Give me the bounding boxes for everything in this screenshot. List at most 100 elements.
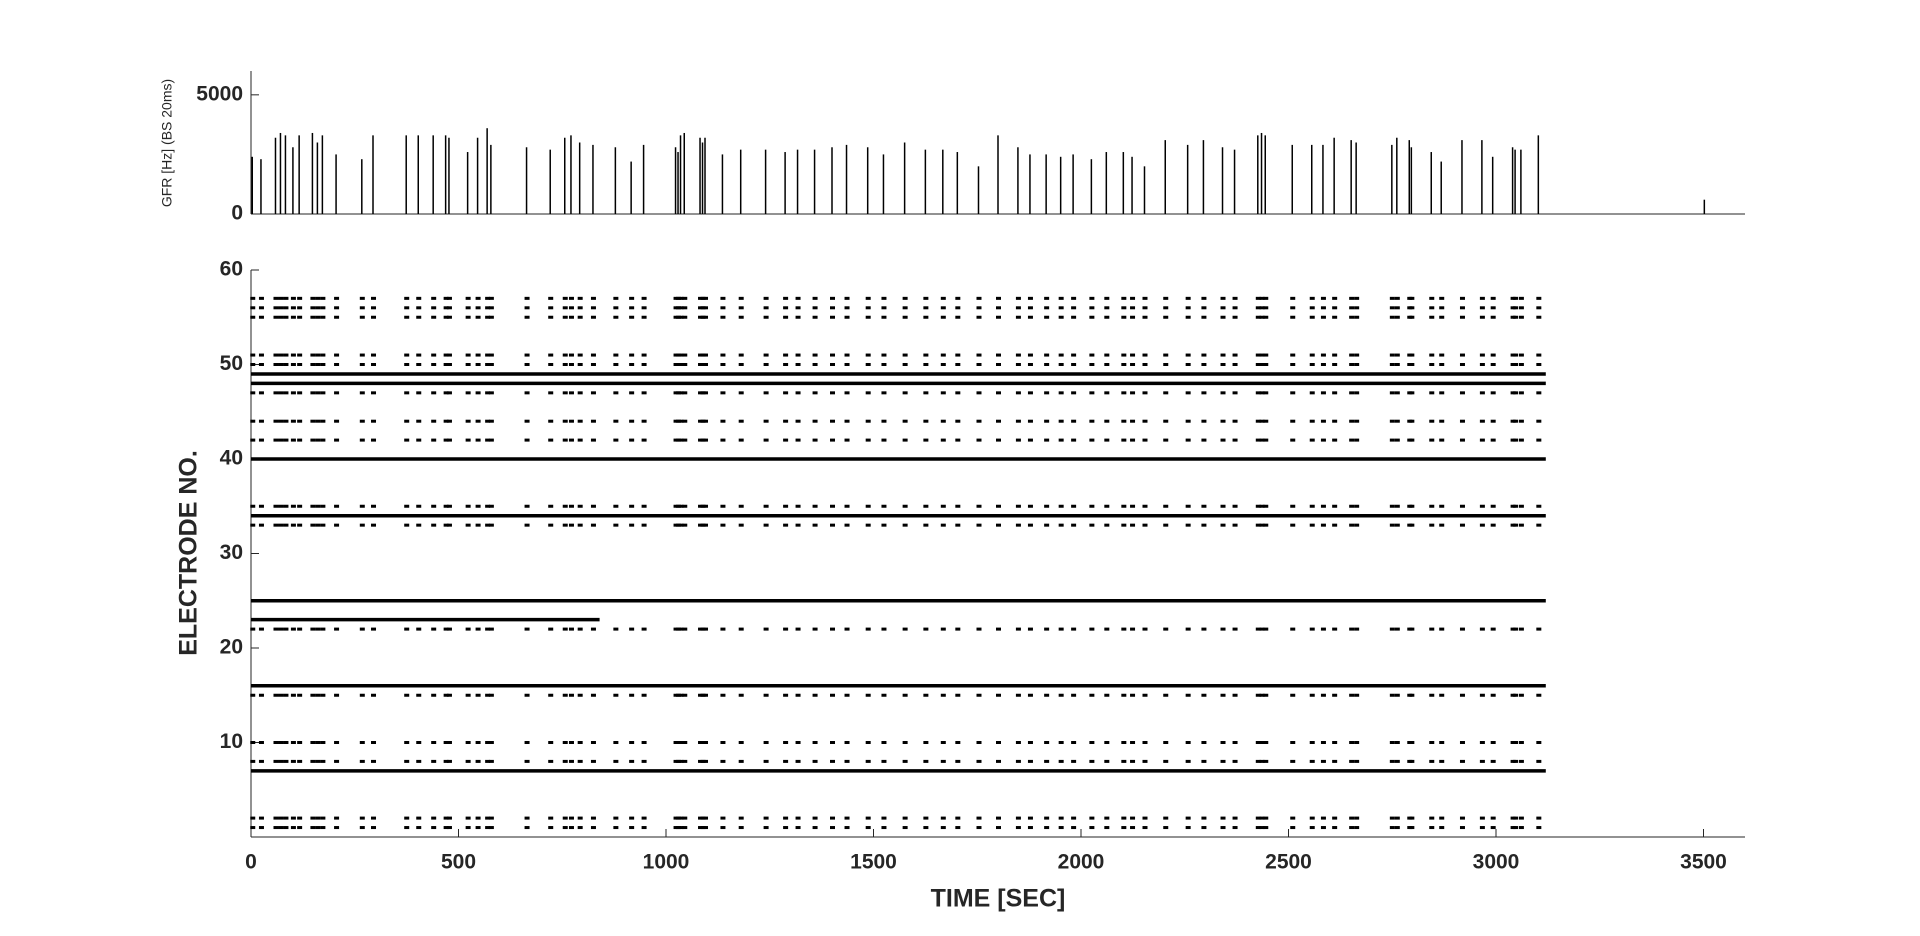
spike-dot	[488, 693, 494, 697]
spike-dot	[1185, 353, 1191, 357]
spike-dot	[562, 504, 568, 508]
spike-dot	[1255, 419, 1261, 423]
spike-dot	[1104, 504, 1110, 508]
spike-dot	[359, 741, 365, 744]
spike-dot	[629, 826, 635, 830]
spike-dot	[1015, 306, 1021, 310]
spike-dot	[1130, 438, 1136, 442]
spike-dot	[1259, 504, 1265, 508]
spike-dot	[720, 296, 726, 300]
spike-dot	[1044, 306, 1050, 310]
spike-dot	[976, 438, 982, 442]
spike-dot	[416, 363, 422, 366]
spike-dot	[315, 391, 321, 395]
spike-dot	[278, 693, 284, 697]
spike-dot	[1439, 759, 1445, 763]
spike-dot	[315, 693, 321, 697]
spike-dot	[629, 693, 635, 697]
spike-dot	[881, 353, 887, 357]
spike-dot	[283, 353, 289, 357]
spike-dot	[1518, 759, 1524, 763]
spike-dot	[310, 315, 316, 319]
spike-dot	[678, 353, 684, 357]
spike-dot	[1309, 363, 1315, 366]
spike-dot	[590, 816, 596, 820]
spike-dot	[524, 363, 530, 366]
spike-dot	[865, 306, 871, 310]
spike-dot	[795, 816, 801, 820]
spike-dot	[1163, 363, 1169, 366]
spike-dot	[955, 627, 961, 631]
spike-dot	[1479, 363, 1485, 366]
spike-dot	[1439, 741, 1445, 744]
spike-dot	[1058, 296, 1064, 300]
spike-dot	[1071, 826, 1077, 830]
spike-dot	[258, 306, 264, 310]
spike-dot	[830, 296, 835, 300]
spike-dot	[1220, 816, 1226, 820]
spike-dot	[1163, 741, 1169, 744]
spike-dot	[1201, 315, 1207, 319]
x-axis-label: TIME [SEC]	[931, 885, 1066, 913]
spike-dot	[371, 391, 377, 395]
spike-dot	[795, 523, 801, 527]
spike-dot	[1439, 438, 1445, 442]
spike-dot	[940, 627, 946, 631]
spike-dot	[763, 353, 769, 357]
spike-dot	[446, 741, 452, 744]
spike-dot	[320, 306, 326, 310]
spike-dot	[1513, 391, 1519, 395]
spike-dot	[703, 759, 709, 763]
spike-dot	[682, 353, 688, 357]
spike-dot	[1513, 419, 1519, 423]
spike-dot	[1459, 315, 1465, 319]
spike-dot	[1130, 504, 1136, 508]
spike-dot	[1320, 816, 1326, 820]
spike-dot	[475, 826, 481, 830]
spike-dot	[641, 627, 647, 631]
spike-dot	[1536, 759, 1542, 763]
spike-dot	[678, 296, 684, 300]
spike-dot	[613, 523, 619, 527]
spike-dot	[1439, 353, 1445, 357]
spike-dot	[1389, 363, 1395, 366]
spike-dot	[1290, 523, 1296, 527]
spike-dot	[1332, 627, 1338, 631]
spike-dot	[1027, 306, 1033, 310]
spike-dot	[629, 438, 635, 442]
spike-dot	[334, 627, 340, 631]
spike-dot	[812, 306, 818, 310]
spike-dot	[315, 504, 321, 508]
spike-dot	[1429, 627, 1435, 631]
spike-dot	[682, 759, 688, 763]
spike-dot	[703, 296, 709, 300]
spike-dot	[1389, 816, 1395, 820]
spike-dot	[844, 363, 850, 366]
spike-dot	[431, 826, 437, 830]
spike-dot	[795, 826, 801, 830]
spike-dot	[1332, 504, 1338, 508]
spike-dot	[290, 693, 296, 697]
spike-dot	[1142, 419, 1148, 423]
spike-dot	[1354, 306, 1360, 310]
spike-dot	[1490, 816, 1496, 820]
spike-dot	[1201, 419, 1207, 423]
spike-dot	[955, 419, 961, 423]
spike-dot	[830, 419, 835, 423]
spike-dot	[1290, 504, 1296, 508]
spike-dot	[568, 693, 574, 697]
spike-dot	[1201, 296, 1207, 300]
spike-dot	[568, 438, 574, 442]
spike-dot	[1536, 523, 1542, 527]
spike-dot	[1518, 296, 1524, 300]
spike-dot	[1015, 826, 1021, 830]
spike-dot	[1142, 693, 1148, 697]
spike-dot	[1201, 438, 1207, 442]
spike-dot	[783, 391, 789, 395]
spike-dot	[783, 315, 789, 319]
spike-dot	[923, 816, 929, 820]
spike-dot	[320, 741, 326, 744]
spike-dot	[1459, 391, 1465, 395]
spike-dot	[590, 353, 596, 357]
spike-dot	[1220, 438, 1226, 442]
